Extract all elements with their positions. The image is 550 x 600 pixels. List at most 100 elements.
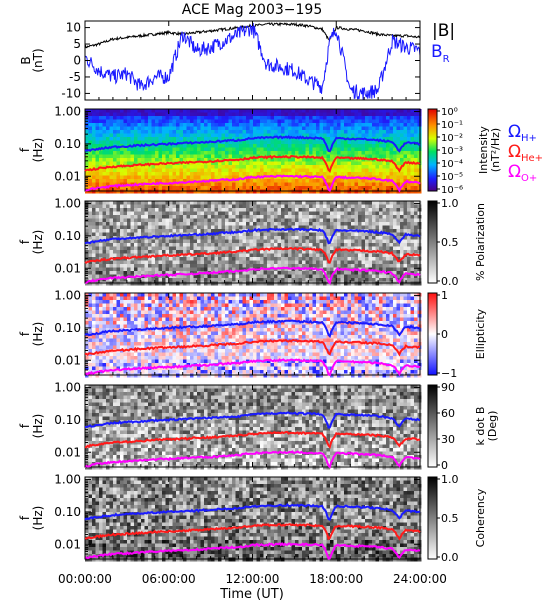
heatmap-cell xyxy=(256,201,261,205)
heatmap-cell xyxy=(172,186,177,190)
heatmap-cell xyxy=(141,168,145,173)
heatmap-cell xyxy=(263,225,268,230)
heatmap-cell xyxy=(109,144,114,148)
heatmap-cell xyxy=(267,250,271,254)
heatmap-cell xyxy=(144,123,149,127)
heatmap-cell xyxy=(316,168,320,173)
heatmap-cell xyxy=(351,250,355,254)
heatmap-cell xyxy=(102,317,107,322)
heatmap-cell xyxy=(298,147,303,152)
heatmap-cell xyxy=(130,271,135,275)
heatmap-cell xyxy=(99,158,103,162)
heatmap-cell xyxy=(389,147,394,152)
heatmap-cell xyxy=(344,109,348,113)
heatmap-cell xyxy=(414,168,418,173)
heatmap-cell xyxy=(242,179,247,183)
heatmap-cell xyxy=(190,168,194,173)
heatmap-cell xyxy=(204,123,208,127)
heatmap-cell xyxy=(120,186,124,190)
heatmap-cell xyxy=(389,215,394,219)
heatmap-cell xyxy=(172,165,177,169)
heatmap-cell xyxy=(95,264,100,268)
heatmap-cell xyxy=(274,236,278,240)
heatmap-cell xyxy=(113,218,117,223)
heatmap-cell xyxy=(186,112,191,117)
heatmap-cell xyxy=(179,165,184,169)
heatmap-cell xyxy=(239,232,243,237)
heatmap-cell xyxy=(407,260,411,265)
heatmap-cell xyxy=(225,267,229,272)
heatmap-cell xyxy=(239,271,243,275)
heatmap-cell xyxy=(340,126,345,131)
heatmap-cell xyxy=(193,186,198,190)
heatmap-cell xyxy=(326,208,331,212)
heatmap-cell xyxy=(207,158,212,162)
heatmap-cell xyxy=(396,246,401,251)
heatmap-cell xyxy=(120,356,124,360)
heatmap-cell xyxy=(305,147,310,152)
heatmap-cell xyxy=(281,119,285,124)
heatmap-cell xyxy=(337,147,341,152)
heatmap-cell xyxy=(323,236,327,240)
heatmap-cell xyxy=(400,154,404,159)
heatmap-cell xyxy=(414,257,418,261)
heatmap-cell xyxy=(267,236,271,240)
heatmap-cell xyxy=(309,236,313,240)
heatmap-cell xyxy=(270,253,275,258)
heatmap-cell xyxy=(270,278,275,282)
heatmap-cell xyxy=(211,236,215,240)
heatmap-cell xyxy=(312,278,317,282)
heatmap-cell xyxy=(323,225,327,230)
heatmap-cell xyxy=(85,370,89,374)
heatmap-cell xyxy=(242,137,247,141)
heatmap-cell xyxy=(88,144,93,148)
heatmap-cell xyxy=(137,112,142,117)
heatmap-cell xyxy=(407,264,411,268)
heatmap-cell xyxy=(277,116,282,120)
heatmap-cell xyxy=(274,232,278,237)
heatmap-cell xyxy=(400,123,404,127)
heatmap-cell xyxy=(162,232,166,237)
heatmap-cell xyxy=(141,123,145,127)
heatmap-cell xyxy=(316,253,320,258)
heatmap-cell xyxy=(204,253,208,258)
heatmap-cell xyxy=(232,246,236,251)
heatmap-cell xyxy=(358,112,362,117)
heatmap-cell xyxy=(169,179,173,183)
heatmap-cell xyxy=(319,158,324,162)
heatmap-cell xyxy=(316,211,320,216)
heatmap-cell xyxy=(410,278,415,282)
heatmap-cell xyxy=(144,208,149,212)
heatmap-cell xyxy=(340,208,345,212)
heatmap-cell xyxy=(260,211,264,216)
heatmap-cell xyxy=(221,147,226,152)
b-field-ytick-label: 0 xyxy=(73,54,81,68)
heatmap-cell xyxy=(239,179,243,183)
heatmap-cell xyxy=(165,211,170,216)
heatmap-cell xyxy=(281,175,285,180)
heatmap-cell xyxy=(228,243,233,247)
heatmap-cell xyxy=(200,137,205,141)
heatmap-cell xyxy=(162,250,166,254)
heatmap-cell xyxy=(354,271,359,275)
heatmap-cell xyxy=(120,349,124,353)
heatmap-cell xyxy=(400,278,404,282)
heatmap-cell xyxy=(414,130,418,134)
heatmap-cell xyxy=(186,182,191,187)
heatmap-cell xyxy=(291,140,296,145)
heatmap-cell xyxy=(375,222,380,226)
heatmap-cell xyxy=(379,109,383,113)
heatmap-cell xyxy=(141,109,145,113)
heatmap-cell xyxy=(99,253,103,258)
heatmap-cell xyxy=(305,112,310,117)
heatmap-cell xyxy=(288,172,292,176)
heatmap-cell xyxy=(88,328,93,332)
heatmap-cell xyxy=(302,126,306,131)
heatmap-cell xyxy=(106,154,110,159)
heatmap-cell xyxy=(186,225,191,230)
heatmap-cell xyxy=(414,165,418,169)
heatmap-cell xyxy=(344,133,348,138)
heatmap-cell xyxy=(358,172,362,176)
heatmap-cell xyxy=(267,116,271,120)
heatmap-cell xyxy=(340,250,345,254)
